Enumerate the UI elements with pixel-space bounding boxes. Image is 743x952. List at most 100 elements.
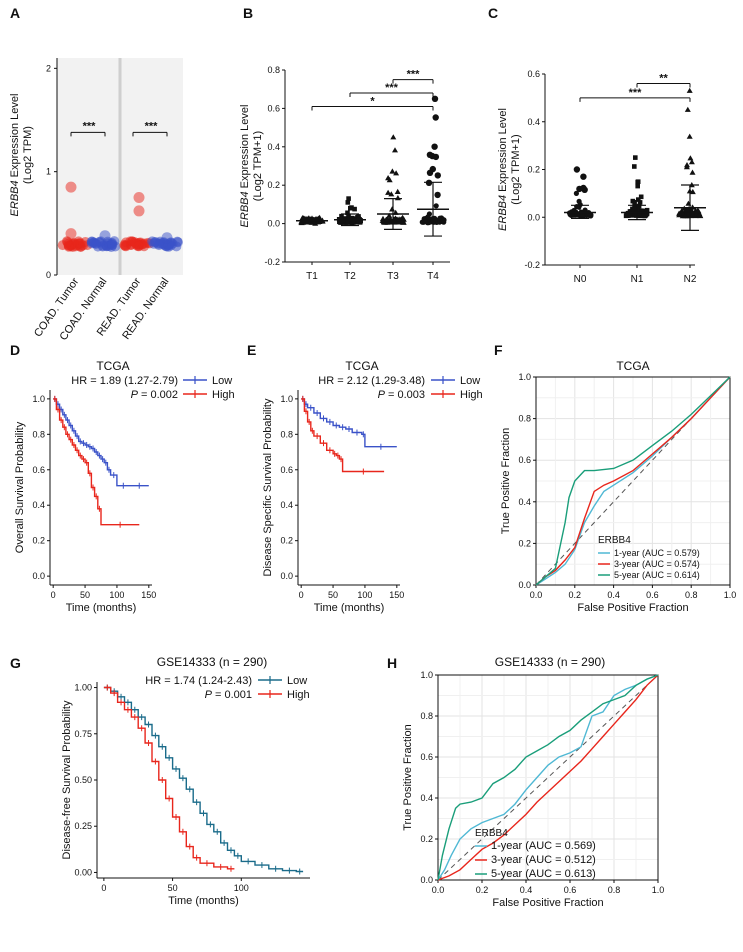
data-point <box>630 198 636 204</box>
data-point <box>426 169 434 176</box>
data-point <box>628 212 633 218</box>
data-point <box>392 147 398 153</box>
data-point <box>573 190 580 196</box>
y-axis-label-line2: (Log2 TPM+1) <box>510 134 522 204</box>
data-point <box>633 155 638 160</box>
x-tick-label: 0.6 <box>564 885 577 895</box>
point-readtumor <box>130 238 141 249</box>
x-axis-label: False Positive Fraction <box>492 897 603 909</box>
series-line-low <box>301 398 397 448</box>
data-point <box>576 198 582 204</box>
hazard-ratio: HR = 1.89 (1.27-2.79) <box>71 375 178 387</box>
outlier-point <box>133 205 145 217</box>
y-tick-label: 0.6 <box>280 465 293 475</box>
x-tick-label: 50 <box>168 883 178 893</box>
data-point <box>642 213 648 219</box>
data-point <box>356 216 361 221</box>
y-tick-label: 1.0 <box>280 394 293 404</box>
data-point <box>346 214 351 220</box>
x-tick-label: 0.4 <box>520 885 533 895</box>
outlier-point <box>161 232 173 244</box>
data-point <box>686 133 693 139</box>
data-point <box>694 208 701 214</box>
significance-label: * <box>370 95 375 107</box>
legend-title: ERBB4 <box>598 535 631 546</box>
panel-label-F: F <box>494 342 503 358</box>
y-tick-label: 0.8 <box>420 711 433 721</box>
data-point <box>440 217 446 223</box>
x-tick-label: 100 <box>357 590 372 600</box>
data-point <box>582 207 588 213</box>
y-tick-label: 0.0 <box>32 571 45 581</box>
series-line-low <box>53 398 149 487</box>
y-tick-label: 1.0 <box>420 670 433 680</box>
legend-label-high: High <box>212 389 235 401</box>
data-point <box>386 177 393 183</box>
p-value-symbol: P <box>378 389 386 401</box>
data-point <box>338 219 344 224</box>
x-tick-label: T2 <box>344 271 356 282</box>
significance-label: *** <box>385 82 399 94</box>
legend-label: 5-year (AUC = 0.613) <box>491 868 596 880</box>
series-line-5-year <box>535 376 731 586</box>
data-point <box>315 219 322 225</box>
y-tick-label: 0.4 <box>420 793 433 803</box>
y-tick-label: 0.2 <box>527 165 540 175</box>
data-point <box>580 173 587 180</box>
p-value-symbol: P <box>131 389 139 401</box>
x-tick-label: 50 <box>328 590 338 600</box>
data-point <box>635 183 640 189</box>
data-point <box>687 155 694 161</box>
significance-label: *** <box>83 120 97 132</box>
x-tick-label: T1 <box>306 271 318 282</box>
y-axis-label-gene: ERBB4 <box>239 191 251 227</box>
y-tick-label: 1.0 <box>32 394 45 404</box>
y-tick-label: 0.4 <box>518 497 531 507</box>
point-coadnormal <box>97 241 108 252</box>
data-point <box>388 191 395 197</box>
plot-border <box>535 376 731 586</box>
chart-title: GSE14333 (n = 290) <box>495 655 605 669</box>
x-tick-label: 100 <box>109 590 124 600</box>
data-point <box>632 206 637 211</box>
x-tick-label: N1 <box>631 274 644 285</box>
data-point <box>345 219 351 225</box>
y-tick-label: 1.00 <box>74 683 92 693</box>
data-point <box>636 197 641 202</box>
y-tick-label: 0.0 <box>267 219 280 229</box>
chart-title: GSE14333 (n = 290) <box>157 655 267 669</box>
data-point <box>385 189 392 195</box>
data-point <box>396 216 403 222</box>
series-line-1-year <box>437 674 659 881</box>
outlier-point <box>99 230 111 242</box>
point-readtumor <box>139 241 150 252</box>
legend-label: 1-year (AUC = 0.579) <box>614 548 700 558</box>
y-tick-label: 0.75 <box>74 729 92 739</box>
panel-label-G: G <box>10 655 21 671</box>
x-axis-label: False Positive Fraction <box>577 602 688 614</box>
y-tick-label: 0.8 <box>32 429 45 439</box>
y-axis-label: ERBB4 Expression Level <box>9 94 21 217</box>
data-point <box>635 179 640 185</box>
data-point <box>348 205 353 211</box>
panel-label-A: A <box>10 5 20 21</box>
legend-label: 3-year (AUC = 0.574) <box>614 559 700 569</box>
series-line-3-year <box>535 376 731 586</box>
x-tick-label: T4 <box>427 271 439 282</box>
y-axis-label: ERBB4 Expression Level <box>239 105 251 228</box>
x-tick-label: 0.4 <box>607 590 620 600</box>
point-coadtumor <box>75 238 86 249</box>
x-tick-label: 1.0 <box>652 885 665 895</box>
y-tick-label: 0.6 <box>267 103 280 113</box>
p-value: P = 0.001 <box>205 689 252 701</box>
significance-label: *** <box>145 120 159 132</box>
outlier-point <box>65 228 77 240</box>
p-value-text: = 0.001 <box>212 689 252 701</box>
y-axis-label: Disease-free Survival Probability <box>61 700 73 859</box>
series-line-high <box>103 686 235 870</box>
x-tick-label: 0.2 <box>476 885 489 895</box>
p-value-text: = 0.003 <box>385 389 425 401</box>
y-tick-label: 0.4 <box>32 500 45 510</box>
x-tick-label: 0.2 <box>569 590 582 600</box>
